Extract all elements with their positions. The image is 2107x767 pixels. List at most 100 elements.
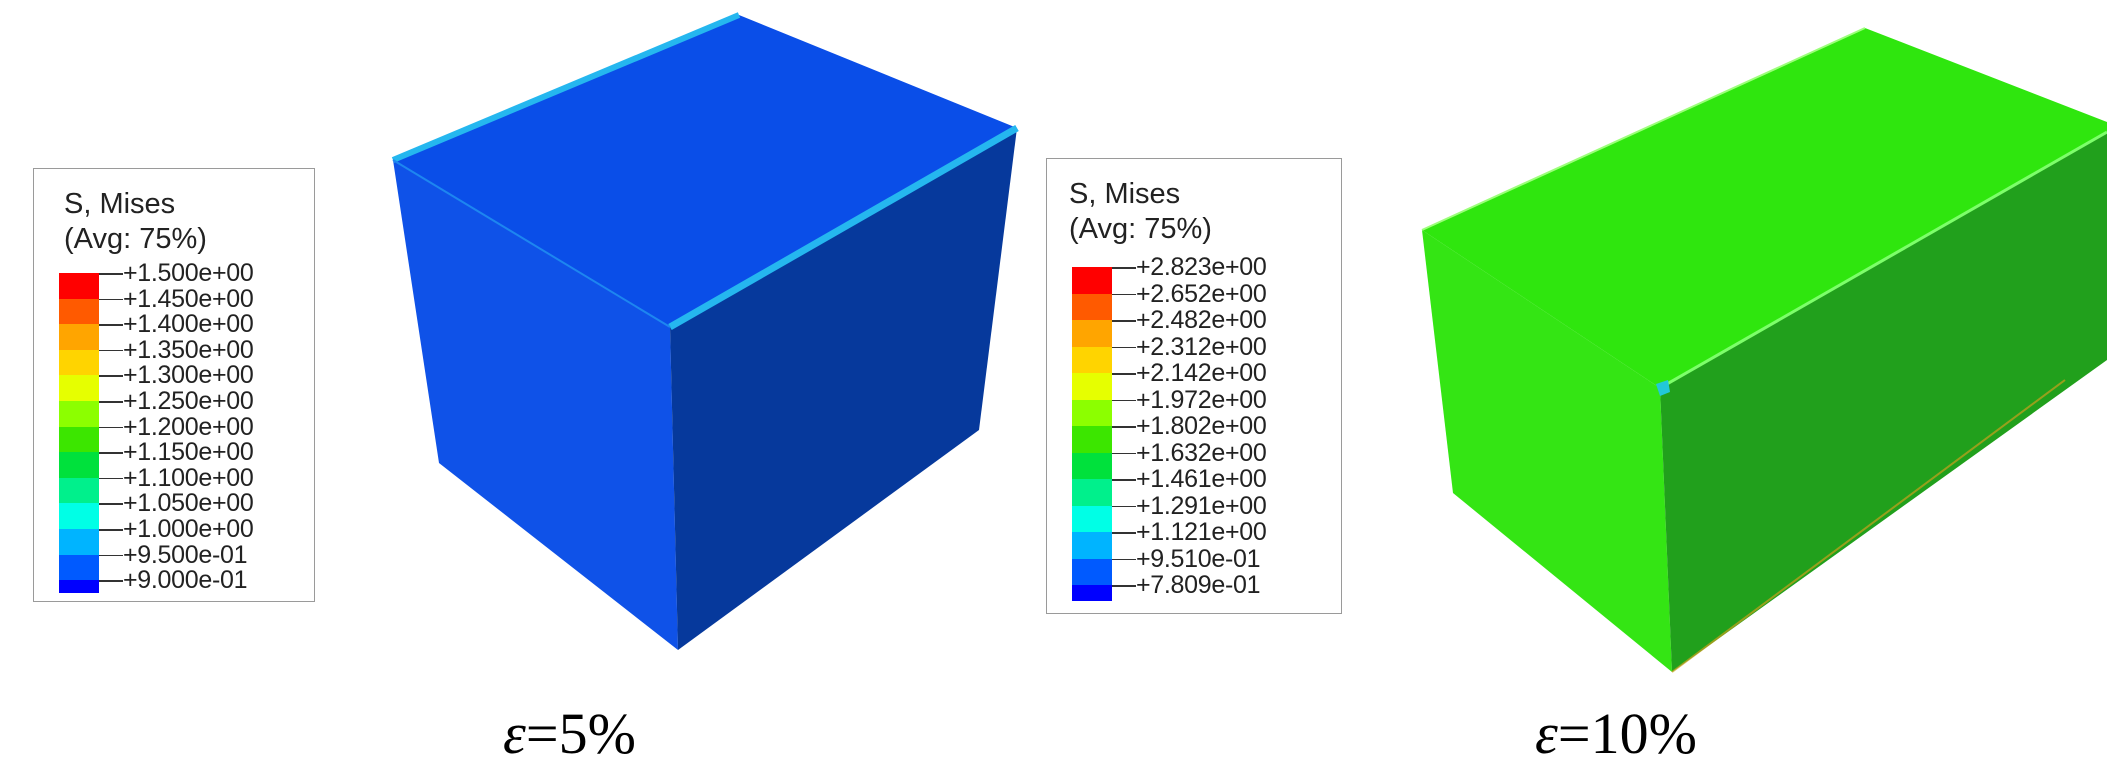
legend-box-5pct: S, Mises (Avg: 75%) +1.500e+00 +1.450e+0…	[33, 168, 315, 602]
legend-tick	[1112, 426, 1136, 428]
legend-swatch	[59, 529, 99, 555]
legend-subtitle: (Avg: 75%)	[1069, 213, 1212, 245]
legend-tick	[99, 452, 123, 454]
legend-swatch	[59, 477, 99, 504]
legend-value: +9.000e-01	[123, 566, 248, 595]
legend-tick	[1112, 320, 1136, 322]
legend-tick	[99, 273, 123, 275]
legend-tick	[1112, 505, 1136, 507]
legend-tick	[99, 426, 123, 429]
strain-caption-10pct: ε=10%	[1535, 700, 1697, 767]
legend-swatch	[1072, 399, 1112, 426]
block-corner-hotspot	[1656, 380, 1670, 396]
legend-value: +1.500e+00	[123, 259, 254, 287]
legend-tick	[1112, 293, 1136, 295]
legend-swatch	[59, 426, 99, 453]
legend-swatch	[1072, 585, 1112, 601]
legend-value: +1.802e+00	[1136, 412, 1267, 440]
legend-swatch	[59, 401, 99, 427]
legend-color-scale: +2.823e+00 +2.652e+00 +2.482e+00 +2.312e…	[1072, 254, 1342, 607]
legend-tick	[99, 298, 123, 301]
legend-tick	[99, 503, 123, 505]
legend-title: S, Mises	[64, 188, 176, 220]
legend-value: +1.200e+00	[123, 412, 254, 441]
legend-swatch	[59, 273, 99, 299]
legend-tick	[1112, 267, 1136, 269]
legend-swatch	[1072, 426, 1112, 453]
legend-value: +1.150e+00	[123, 438, 254, 467]
cube-right-face	[670, 128, 1017, 650]
legend-value: +1.450e+00	[123, 284, 254, 313]
legend-swatch	[59, 503, 99, 529]
strain-caption-5pct: ε=5%	[503, 700, 636, 767]
legend-tick	[1112, 399, 1136, 401]
legend-value: +1.100e+00	[123, 463, 254, 492]
block-edge-highlight	[1659, 130, 2107, 390]
legend-tick	[1112, 558, 1136, 560]
cube-edge-highlight-3	[392, 159, 671, 328]
cube-edge-highlight	[391, 12, 741, 163]
legend-value: +2.312e+00	[1136, 332, 1267, 361]
legend-value: +9.500e-01	[123, 540, 248, 569]
legend-value: +1.300e+00	[123, 361, 254, 390]
legend-tick	[1112, 532, 1136, 534]
legend-tick	[1112, 452, 1136, 454]
legend-value: +2.652e+00	[1136, 279, 1267, 308]
legend-swatch	[1072, 505, 1112, 532]
legend-swatch	[59, 349, 99, 376]
legend-swatch	[1072, 320, 1112, 347]
block-model-10pct	[1421, 27, 2107, 673]
legend-swatch	[1072, 267, 1112, 294]
legend-swatch	[59, 580, 99, 593]
legend-value: +1.632e+00	[1136, 438, 1267, 467]
block-edge-highlight-2	[1421, 27, 1866, 231]
legend-value: +7.809e-01	[1136, 571, 1261, 599]
legend-value: +1.350e+00	[123, 335, 254, 364]
legend-tick	[1112, 585, 1136, 587]
legend-box-10pct: S, Mises (Avg: 75%) +2.823e+00 +2.652e+0…	[1046, 158, 1342, 614]
legend-value: +9.510e-01	[1136, 544, 1261, 573]
legend-tick	[1112, 346, 1136, 348]
legend-swatch	[59, 452, 99, 478]
legend-value: +1.050e+00	[123, 489, 254, 518]
block-right-face	[1660, 132, 2107, 672]
legend-value: +2.142e+00	[1136, 359, 1267, 387]
legend-value: +1.461e+00	[1136, 465, 1267, 493]
legend-swatch	[1072, 452, 1112, 479]
block-top-face	[1422, 28, 2107, 388]
legend-value: +2.482e+00	[1136, 306, 1267, 334]
cube-top-face	[393, 15, 1017, 327]
legend-tick	[99, 375, 123, 377]
legend-subtitle: (Avg: 75%)	[64, 223, 207, 255]
legend-swatch	[59, 324, 99, 350]
legend-swatch	[1072, 479, 1112, 506]
legend-tick	[99, 529, 123, 531]
cube-front-face	[393, 160, 678, 650]
legend-swatch	[1072, 346, 1112, 373]
legend-color-scale: +1.500e+00 +1.450e+00 +1.400e+00 +1.350e…	[59, 260, 319, 595]
legend-tick	[99, 477, 123, 480]
legend-value: +1.250e+00	[123, 387, 254, 415]
legend-swatch	[1072, 293, 1112, 320]
legend-value: +2.823e+00	[1136, 253, 1267, 281]
epsilon-symbol: ε	[1535, 701, 1558, 766]
legend-value: +1.000e+00	[123, 515, 254, 543]
legend-tick	[99, 580, 123, 582]
legend-value: +1.972e+00	[1136, 385, 1267, 414]
strain-value: =5%	[525, 701, 636, 766]
legend-tick	[99, 401, 123, 403]
legend-tick	[99, 324, 123, 326]
legend-swatch	[59, 554, 99, 581]
legend-tick	[99, 554, 123, 557]
legend-tick	[99, 349, 123, 352]
legend-title: S, Mises	[1069, 178, 1181, 210]
legend-swatch	[1072, 558, 1112, 585]
epsilon-symbol: ε	[503, 701, 526, 766]
legend-value: +1.400e+00	[123, 310, 254, 339]
legend-swatch	[59, 375, 99, 401]
legend-swatch	[1072, 373, 1112, 400]
block-edge-rim	[1671, 379, 2066, 673]
legend-tick	[1112, 479, 1136, 481]
legend-swatch	[1072, 532, 1112, 559]
